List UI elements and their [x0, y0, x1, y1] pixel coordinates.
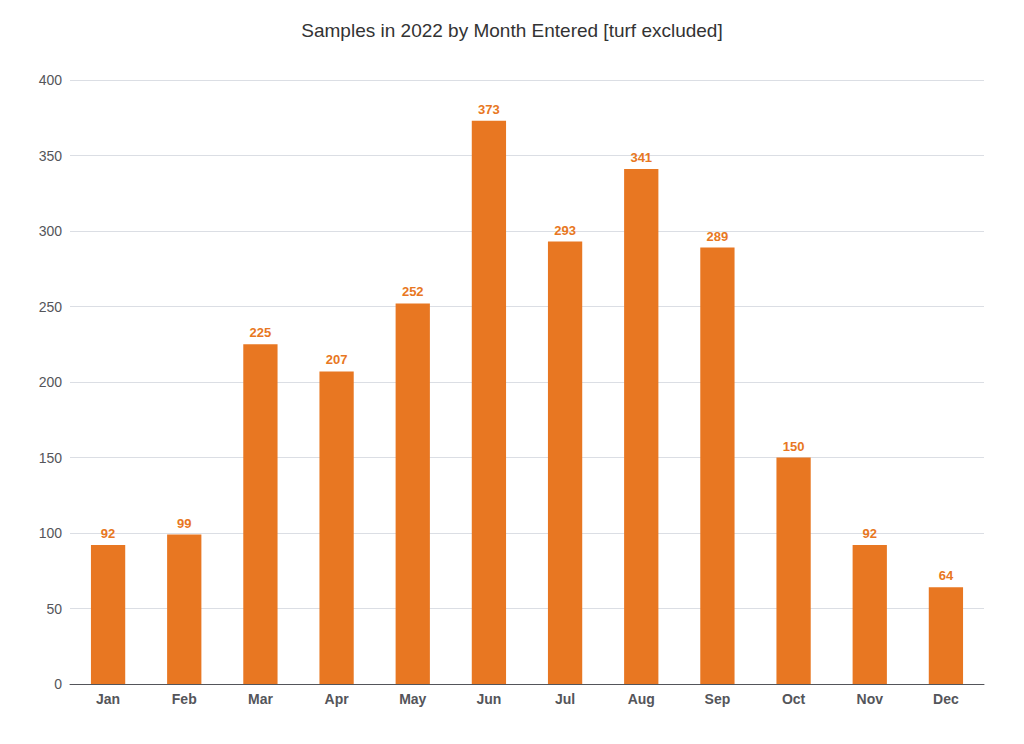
svg-text:64: 64 — [939, 568, 954, 583]
svg-text:Nov: Nov — [857, 691, 884, 707]
svg-text:99: 99 — [177, 516, 191, 531]
svg-text:Dec: Dec — [933, 691, 959, 707]
svg-text:341: 341 — [630, 150, 652, 165]
svg-text:50: 50 — [46, 601, 62, 617]
svg-text:200: 200 — [39, 374, 63, 390]
svg-text:150: 150 — [39, 450, 63, 466]
svg-text:207: 207 — [326, 352, 348, 367]
svg-text:Samples in 2022 by Month Enter: Samples in 2022 by Month Entered [turf e… — [301, 20, 722, 41]
svg-text:350: 350 — [39, 148, 63, 164]
svg-text:Mar: Mar — [248, 691, 273, 707]
svg-text:92: 92 — [101, 526, 115, 541]
svg-text:300: 300 — [39, 223, 63, 239]
svg-text:92: 92 — [863, 526, 877, 541]
svg-text:100: 100 — [39, 525, 63, 541]
svg-text:0: 0 — [54, 676, 62, 692]
svg-text:Apr: Apr — [325, 691, 350, 707]
svg-text:Jan: Jan — [96, 691, 120, 707]
svg-text:400: 400 — [39, 72, 63, 88]
svg-text:Feb: Feb — [172, 691, 197, 707]
svg-text:150: 150 — [783, 439, 805, 454]
svg-text:Aug: Aug — [628, 691, 655, 707]
svg-text:250: 250 — [39, 299, 63, 315]
svg-text:Sep: Sep — [705, 691, 731, 707]
svg-text:289: 289 — [707, 229, 729, 244]
svg-text:293: 293 — [554, 223, 576, 238]
svg-text:373: 373 — [478, 102, 500, 117]
svg-text:May: May — [399, 691, 426, 707]
svg-text:Jun: Jun — [476, 691, 501, 707]
svg-text:252: 252 — [402, 284, 424, 299]
svg-text:225: 225 — [250, 325, 272, 340]
svg-text:Jul: Jul — [555, 691, 575, 707]
svg-text:Oct: Oct — [782, 691, 806, 707]
